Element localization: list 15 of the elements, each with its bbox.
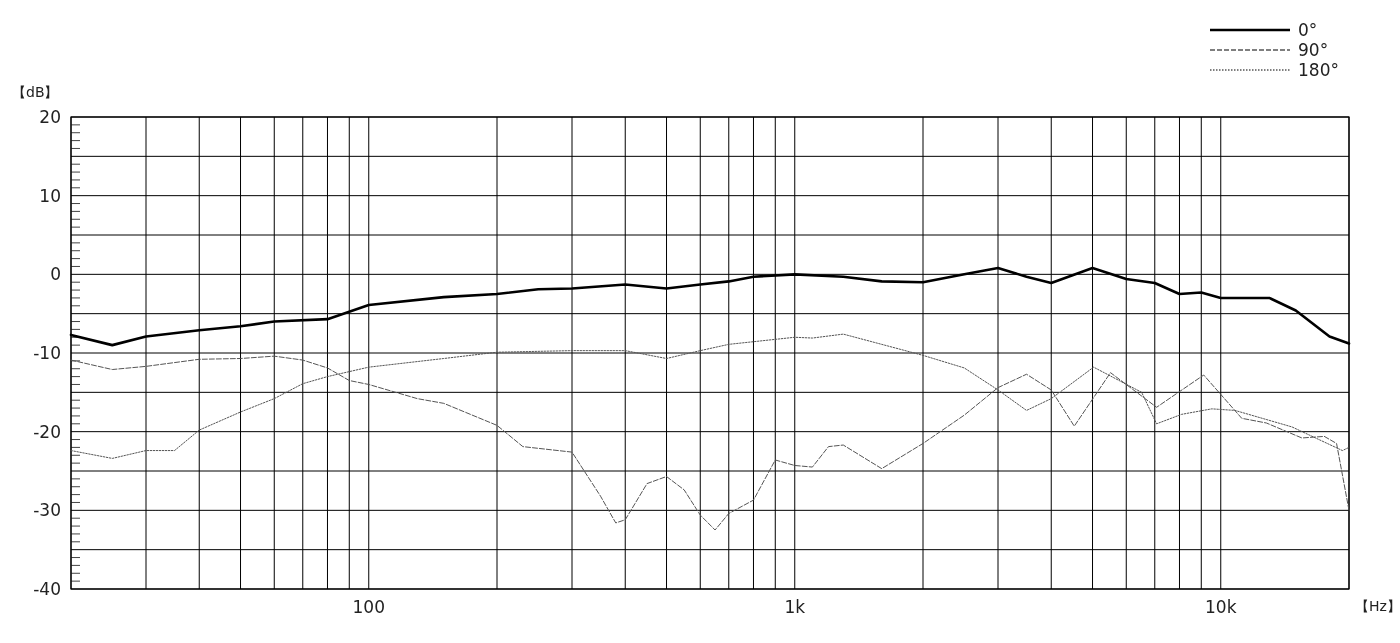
y-tick-label: 10 — [39, 185, 61, 206]
y-tick-label: -20 — [33, 421, 61, 442]
legend-label: 90° — [1298, 40, 1329, 60]
legend-label: 180° — [1298, 60, 1339, 80]
x-tick-label: 100 — [352, 597, 385, 617]
y-tick-label: -40 — [33, 579, 61, 599]
x-tick-label: 10k — [1205, 597, 1237, 617]
x-axis-title: 【Hz】 — [1355, 598, 1400, 614]
y-tick-label: 0 — [50, 264, 61, 285]
y-tick-label: -30 — [33, 500, 61, 521]
legend-label: 0° — [1298, 20, 1318, 40]
x-tick-label: 1k — [784, 597, 806, 617]
y-tick-label: -10 — [33, 343, 61, 363]
y-tick-label: 20 — [39, 107, 61, 127]
y-axis-title: 【dB】 — [12, 84, 59, 100]
